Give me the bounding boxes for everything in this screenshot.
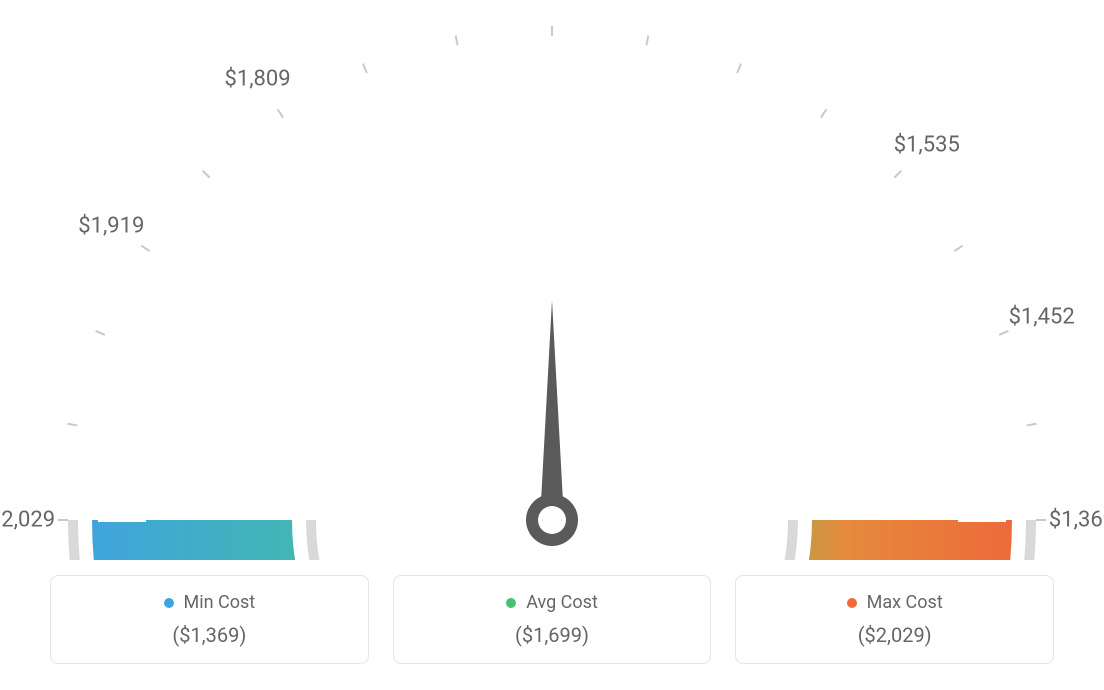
legend-card-max: Max Cost ($2,029)	[735, 575, 1054, 664]
outer-ring-tick	[456, 35, 458, 45]
legend-label-max: Max Cost	[867, 592, 943, 613]
legend-value-max: ($2,029)	[858, 623, 932, 647]
outer-ring-tick	[278, 109, 284, 117]
legend-top: Max Cost	[847, 592, 943, 613]
legend-value-min: ($1,369)	[172, 623, 246, 647]
gauge-tick-label: $1,369	[1049, 508, 1104, 533]
gauge-tick	[927, 346, 971, 364]
outer-ring-tick	[894, 171, 901, 178]
gauge-svg	[0, 0, 1104, 560]
legend-card-avg: Avg Cost ($1,699)	[393, 575, 712, 664]
outer-ring-tick	[96, 331, 105, 335]
gauge-tick-label: $2,029	[0, 508, 55, 533]
gauge-tick-label: $1,452	[1009, 305, 1075, 330]
outer-ring-tick	[363, 64, 367, 73]
gauge-tick	[635, 75, 640, 102]
outer-ring-tick	[67, 424, 77, 426]
legend-row: Min Cost ($1,369) Avg Cost ($1,699) Max …	[50, 575, 1054, 664]
gauge-tick	[133, 346, 177, 364]
gauge-tick	[175, 268, 198, 284]
gauge-tick	[707, 101, 725, 145]
outer-ring-tick	[954, 246, 962, 252]
legend-top: Avg Cost	[506, 592, 598, 613]
legend-top: Min Cost	[164, 592, 256, 613]
outer-ring-tick	[821, 109, 827, 117]
needle-hub-inner	[538, 506, 566, 534]
gauge-tick	[107, 431, 134, 436]
gauge-tick	[463, 75, 468, 102]
legend-label-avg: Avg Cost	[526, 592, 598, 613]
gauge-tick	[970, 431, 997, 436]
legend-dot-min	[164, 598, 174, 608]
gauge-chart-container: $1,369 $1,452 $1,535 $1,699 $1,809 $1,919 $2,0…	[0, 0, 1104, 690]
outer-ring-tick	[999, 331, 1008, 335]
legend-dot-avg	[506, 598, 516, 608]
gauge-tick	[300, 143, 316, 166]
gauge-tick	[378, 101, 396, 145]
outer-ring-tick	[203, 171, 210, 178]
gauge-tick	[906, 268, 929, 284]
gauge-tick	[839, 199, 873, 233]
legend-card-min: Min Cost ($1,369)	[50, 575, 369, 664]
gauge-tick-label: $1,699	[519, 0, 585, 3]
gauge-tick	[789, 143, 805, 166]
gauge-tick-label: $1,535	[894, 133, 960, 158]
outer-ring-tick	[646, 35, 648, 45]
legend-dot-max	[847, 598, 857, 608]
gauge-tick-label: $1,809	[224, 67, 290, 92]
gauge-tick	[231, 199, 265, 233]
legend-value-avg: ($1,699)	[515, 623, 589, 647]
outer-ring-tick	[737, 64, 741, 73]
legend-label-min: Min Cost	[184, 592, 256, 613]
gauge-needle	[540, 300, 564, 520]
gauge-area: $1,369 $1,452 $1,535 $1,699 $1,809 $1,919 $2,0…	[0, 0, 1104, 560]
outer-ring-tick	[1027, 424, 1037, 426]
outer-ring-tick	[141, 246, 149, 252]
gauge-tick-label: $1,919	[78, 213, 144, 238]
